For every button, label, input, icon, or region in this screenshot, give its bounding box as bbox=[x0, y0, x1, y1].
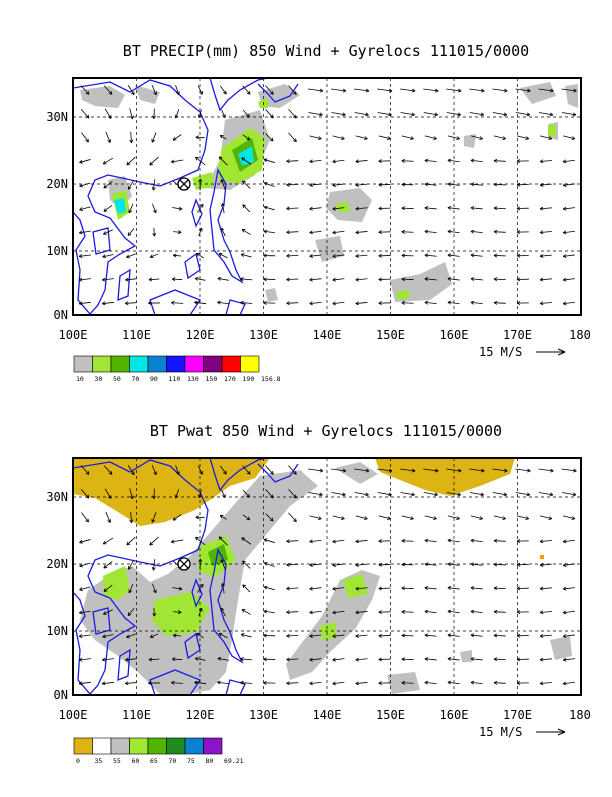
y-tick-label: 30N bbox=[46, 110, 68, 124]
colorbar-swatch bbox=[204, 356, 223, 372]
colorbar-swatch bbox=[167, 738, 186, 754]
colorbar-label: 156.8 bbox=[261, 375, 281, 383]
colorbar-label: 0 bbox=[76, 757, 80, 765]
colorbar-swatch bbox=[74, 738, 93, 754]
y-tick-label: 30N bbox=[46, 490, 68, 504]
map-panel-precip: 100E 110E 120E 130E 140E 150E 160E 170E … bbox=[46, 78, 591, 383]
colorbar-label: 70 bbox=[169, 757, 177, 765]
gyre-location-marker bbox=[178, 178, 190, 190]
colorbar-label: 35 bbox=[95, 757, 103, 765]
y-tick-label: 20N bbox=[46, 177, 68, 191]
colorbar-swatch bbox=[148, 738, 167, 754]
colorbar: 10 30 50 70 90 110 130 150 170 190 156.8 bbox=[74, 356, 281, 383]
y-tick-label: 10N bbox=[46, 244, 68, 258]
colorbar-label: 30 bbox=[95, 375, 103, 383]
x-tick-label: 160E bbox=[440, 328, 469, 342]
colorbar-label: 90 bbox=[150, 375, 158, 383]
x-tick-label: 140E bbox=[313, 328, 342, 342]
colorbar-swatch bbox=[167, 356, 186, 372]
y-tick-label: 10N bbox=[46, 624, 68, 638]
colorbar-swatch bbox=[93, 738, 112, 754]
x-tick-label: 100E bbox=[59, 328, 88, 342]
x-tick-label: 150E bbox=[376, 708, 405, 722]
colorbar-label: 55 bbox=[113, 757, 121, 765]
colorbar-swatch bbox=[130, 356, 149, 372]
colorbar-label: 190 bbox=[243, 375, 255, 383]
colorbar-label: 80 bbox=[206, 757, 214, 765]
x-tick-label: 180 bbox=[569, 708, 591, 722]
colorbar-swatch bbox=[204, 738, 223, 754]
colorbar-swatch bbox=[222, 356, 241, 372]
y-tick-label: 20N bbox=[46, 557, 68, 571]
x-tick-label: 180 bbox=[569, 328, 591, 342]
x-tick-label: 120E bbox=[186, 708, 215, 722]
colorbar-label: 65 bbox=[150, 757, 158, 765]
colorbar-label: 110 bbox=[169, 375, 181, 383]
colorbar-label: 75 bbox=[187, 757, 195, 765]
x-tick-label: 170E bbox=[503, 708, 532, 722]
gyre-location-marker bbox=[178, 558, 190, 570]
colorbar-swatch bbox=[111, 738, 130, 754]
x-tick-label: 150E bbox=[376, 328, 405, 342]
colorbar-label: 50 bbox=[113, 375, 121, 383]
colorbar-swatch bbox=[93, 356, 112, 372]
colorbar-label: 69.21 bbox=[224, 757, 244, 765]
x-tick-label: 140E bbox=[313, 708, 342, 722]
colorbar-label: 10 bbox=[76, 375, 84, 383]
colorbar-swatch bbox=[185, 356, 204, 372]
panel-title: BT PRECIP(mm) 850 Wind + Gyrelocs 111015… bbox=[123, 42, 529, 60]
x-tick-label: 130E bbox=[249, 708, 278, 722]
colorbar: 0 35 55 60 65 70 75 80 69.21 bbox=[74, 738, 244, 765]
colorbar-swatch bbox=[111, 356, 130, 372]
colorbar-swatch bbox=[148, 356, 167, 372]
x-tick-label: 110E bbox=[122, 328, 151, 342]
colorbar-label: 60 bbox=[132, 757, 140, 765]
reference-vector-arrow bbox=[536, 349, 565, 355]
panel-title: BT Pwat 850 Wind + Gyrelocs 111015/0000 bbox=[150, 422, 502, 440]
x-tick-label: 110E bbox=[122, 708, 151, 722]
reference-vector-label: 15 M/S bbox=[479, 725, 522, 739]
x-tick-label: 100E bbox=[59, 708, 88, 722]
map-panel-pwat: 100E 110E 120E 130E 140E 150E 160E 170E … bbox=[46, 458, 591, 765]
reference-vector-label: 15 M/S bbox=[479, 345, 522, 359]
colorbar-label: 150 bbox=[206, 375, 218, 383]
x-tick-label: 160E bbox=[440, 708, 469, 722]
colorbar-label: 170 bbox=[224, 375, 236, 383]
colorbar-label: 70 bbox=[132, 375, 140, 383]
colorbar-swatch bbox=[130, 738, 149, 754]
colorbar-swatch bbox=[74, 356, 93, 372]
colorbar-label: 130 bbox=[187, 375, 199, 383]
y-tick-label: 0N bbox=[54, 308, 68, 322]
reference-vector-arrow bbox=[536, 729, 565, 735]
colorbar-swatch bbox=[185, 738, 204, 754]
colorbar-swatch bbox=[241, 356, 260, 372]
y-tick-label: 0N bbox=[54, 688, 68, 702]
x-tick-label: 130E bbox=[249, 328, 278, 342]
x-tick-label: 170E bbox=[503, 328, 532, 342]
x-tick-label: 120E bbox=[186, 328, 215, 342]
